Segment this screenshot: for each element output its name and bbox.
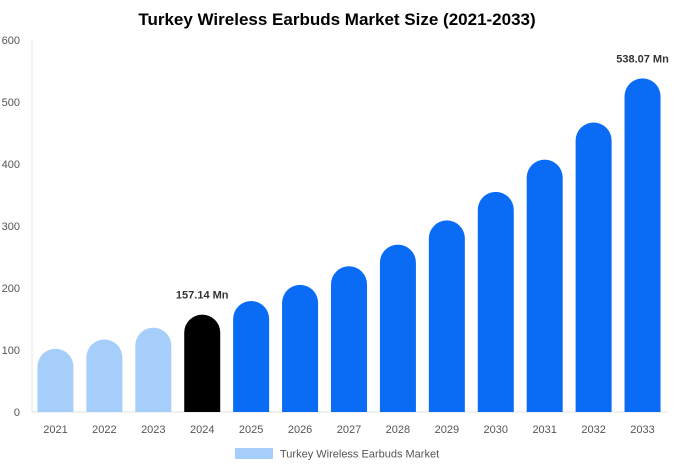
x-tick-label: 2027 [337, 424, 361, 436]
bar-2031[interactable] [526, 159, 563, 412]
bar-2027[interactable] [331, 266, 367, 412]
bar-2025[interactable] [233, 301, 270, 412]
y-tick-label: 600 [2, 35, 20, 47]
data-label-2033: 538.07 Mn [616, 53, 669, 65]
bar-2022[interactable] [86, 339, 123, 412]
y-tick-label: 100 [2, 345, 20, 357]
bar-2029[interactable] [428, 220, 465, 412]
x-tick-label: 2024 [190, 424, 214, 436]
bar-2033[interactable] [624, 78, 661, 412]
x-tick-label: 2033 [630, 424, 654, 436]
x-tick-label: 2026 [288, 424, 312, 436]
data-labels: 157.14 Mn 538.07 Mn [176, 53, 669, 301]
x-tick-label: 2032 [581, 424, 605, 436]
y-tick-label: 200 [2, 283, 20, 295]
x-tick-label: 2023 [141, 424, 165, 436]
y-axis-ticks: 0 100 200 300 400 500 600 [2, 35, 20, 419]
bar-2024[interactable] [184, 314, 221, 412]
x-tick-label: 2021 [43, 424, 67, 436]
bar-2021[interactable] [37, 348, 74, 412]
x-tick-label: 2022 [92, 424, 116, 436]
y-tick-label: 300 [2, 221, 20, 233]
x-tick-label: 2025 [239, 424, 263, 436]
bar-2026[interactable] [282, 284, 319, 412]
y-tick-label: 400 [2, 159, 20, 171]
x-tick-label: 2030 [484, 424, 508, 436]
legend-label: Turkey Wireless Earbuds Market [280, 449, 439, 461]
chart-title: Turkey Wireless Earbuds Market Size (202… [138, 10, 535, 29]
legend[interactable]: Turkey Wireless Earbuds Market [235, 448, 439, 461]
x-tick-label: 2031 [532, 424, 556, 436]
bar-2032[interactable] [575, 122, 612, 412]
bar-2023[interactable] [135, 327, 172, 412]
y-tick-label: 500 [2, 97, 20, 109]
bars [37, 78, 661, 412]
x-axis-ticks: 2021 2022 2023 2024 2025 2026 2027 2028 2029 2030… [43, 424, 655, 436]
bar-2030[interactable] [477, 191, 514, 412]
legend-swatch [235, 448, 273, 459]
x-tick-label: 2028 [386, 424, 410, 436]
x-tick-label: 2029 [435, 424, 459, 436]
bar-2028[interactable] [379, 244, 416, 412]
data-label-2024: 157.14 Mn [176, 290, 229, 302]
y-tick-label: 0 [14, 407, 20, 419]
